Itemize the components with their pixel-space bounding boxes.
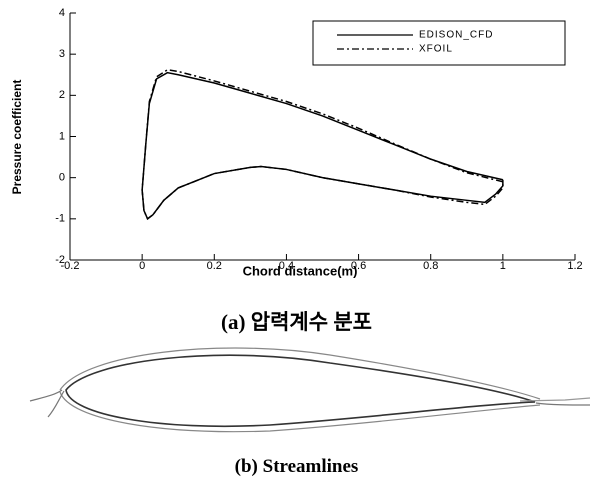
legend-label: EDISON_CFD — [419, 30, 493, 41]
x-tick-label: 0.6 — [351, 260, 366, 272]
x-tick-label: 0 — [139, 260, 145, 272]
y-tick-label: 3 — [59, 48, 65, 60]
y-tick-label: 1 — [59, 130, 65, 142]
x-tick-label: 0.2 — [207, 260, 222, 272]
x-tick-label: 1 — [500, 260, 506, 272]
y-tick-label: 4 — [59, 7, 65, 19]
x-tick-label: 0.4 — [279, 260, 294, 272]
y-tick-label: 2 — [59, 89, 65, 101]
series-line — [142, 73, 503, 219]
series-line — [142, 70, 503, 219]
page: Chord distance(m) Pressure coefficient -… — [0, 0, 593, 497]
y-axis-label: Pressure coefficient — [10, 80, 24, 195]
caption-b: (b) Streamlines — [0, 456, 593, 478]
x-axis-label: Chord distance(m) — [243, 263, 358, 278]
x-tick-label: 0.8 — [423, 260, 438, 272]
chart: Chord distance(m) Pressure coefficient -… — [0, 0, 593, 290]
legend-label: XFOIL — [419, 44, 453, 55]
y-tick-label: 0 — [59, 172, 65, 184]
x-tick-label: 1.2 — [567, 260, 582, 272]
caption-a: (a) 압력계수 분포 — [0, 306, 593, 336]
x-tick-label: -0.2 — [61, 260, 80, 272]
y-tick-label: -1 — [55, 213, 65, 225]
streamline-figure — [0, 335, 593, 445]
